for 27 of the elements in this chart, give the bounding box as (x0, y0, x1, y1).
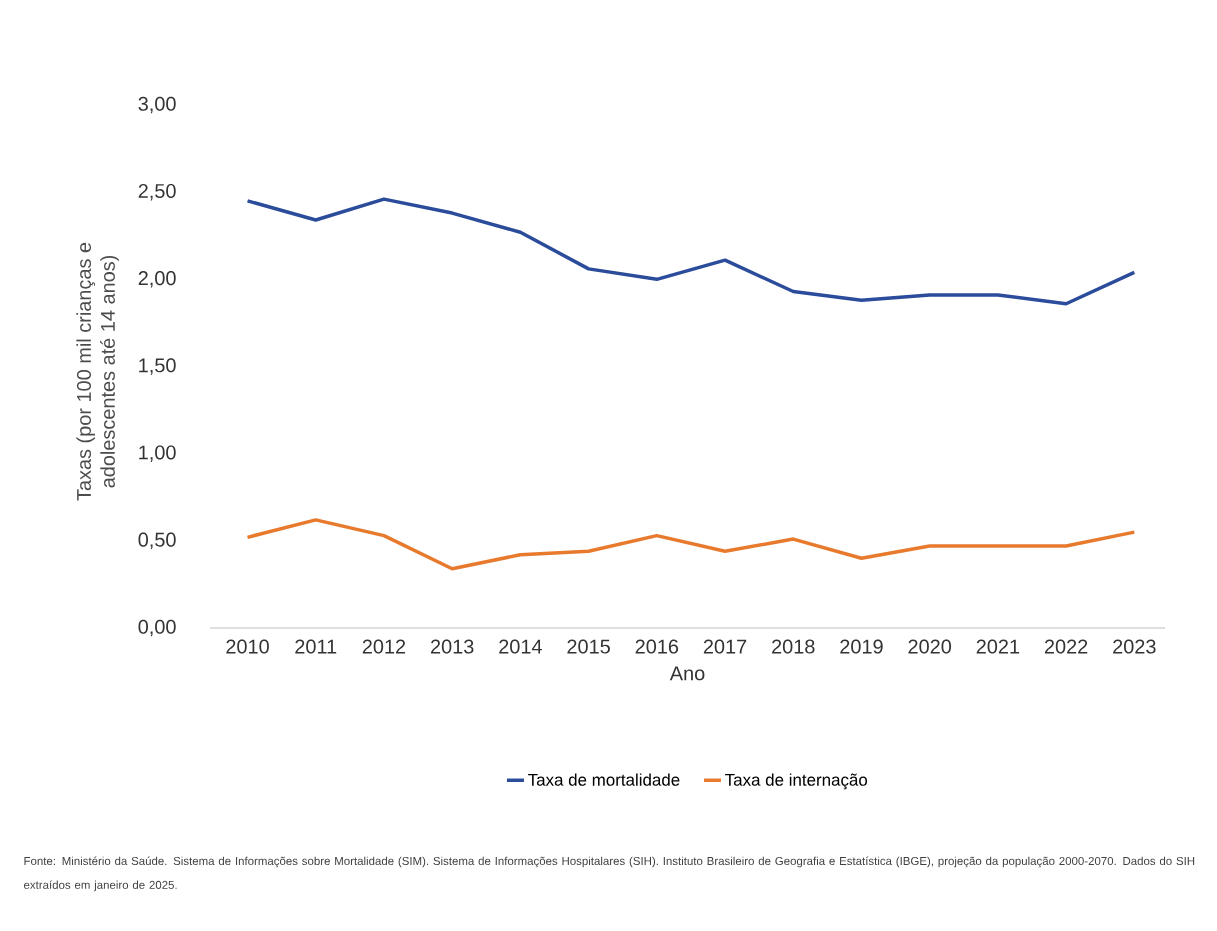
x-tick-label: 2010 (226, 639, 269, 654)
y-axis-title: Taxas (por 100 mil crianças e adolescentes até 14 anos) (76, 242, 119, 501)
x-tick-label: 2015 (567, 639, 610, 654)
line-series (245, 197, 1137, 306)
y-tick-label: 1,00 (139, 445, 176, 462)
x-tick-label: 2013 (431, 639, 474, 654)
x-axis-title: Ano (669, 666, 705, 681)
x-tick-label: 2017 (703, 639, 747, 654)
x-tick-label: 2019 (840, 639, 883, 654)
x-tick-label: 2011 (295, 639, 337, 654)
legend-label: Taxa de internação (725, 773, 868, 790)
y-tick-label: 3,00 (138, 96, 176, 114)
y-tick-label: 0,00 (138, 619, 176, 637)
legend-label: Taxa de mortalidade (528, 773, 680, 786)
x-tick-label: 2014 (499, 639, 542, 654)
x-tick-label: 2022 (1044, 639, 1088, 654)
y-tick-label: 0,50 (138, 532, 176, 550)
y-tick-label: 1,50 (139, 358, 176, 375)
source-note: Fonte: Ministério da Saúde. Sistema de Informações sobre Mortalidade (SIM). Sistema de Informações Hospitalares (SIH). Instituto Brasileiro de Geografia e Estatística (IBGE), projeção da população 2000-2070. Dados do SIH extraídos em janeiro de 2025. (24, 856, 1195, 892)
x-tick-label: 2018 (772, 639, 815, 654)
x-tick-label: 2012 (362, 639, 406, 654)
y-tick-label: 2,50 (138, 183, 176, 201)
x-tick-label: 2021 (976, 639, 1020, 654)
x-tick-label: 2023 (1113, 639, 1156, 654)
y-tick-label: 2,00 (138, 271, 176, 288)
x-tick-label: 2016 (635, 639, 679, 654)
x-tick-label: 2020 (908, 639, 952, 654)
